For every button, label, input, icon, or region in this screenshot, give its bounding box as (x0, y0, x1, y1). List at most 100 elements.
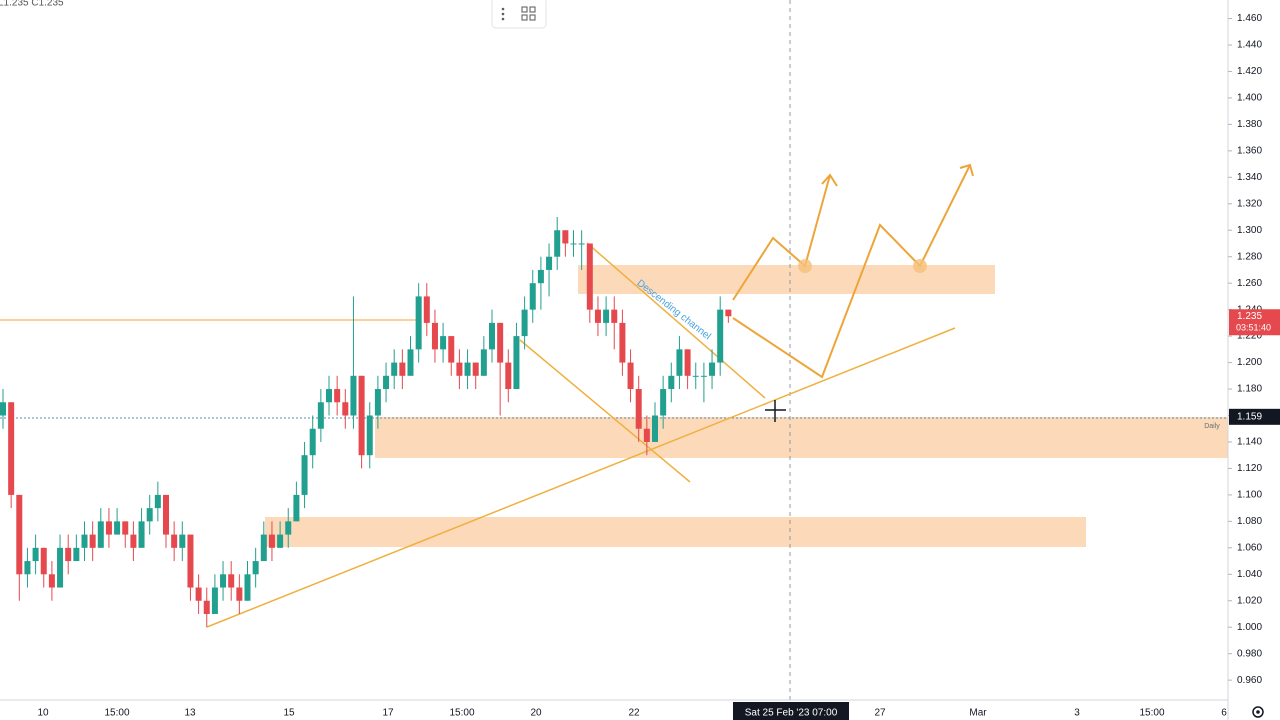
y-tick-label: 1.340 (1237, 172, 1262, 183)
candle-body (692, 375, 699, 377)
y-tick-label: 1.460 (1237, 13, 1262, 24)
candle-body (554, 230, 561, 257)
target-dot (913, 259, 927, 273)
x-tick-label: 15:00 (104, 708, 129, 719)
candle-body (611, 309, 618, 323)
time-axis: 10 15:00 13 15 17 15:00 20 22 27 Mar 3 15:00 6 (37, 708, 1227, 719)
candle-body (586, 243, 593, 310)
candle-body (48, 574, 55, 588)
crosshair-time-box (733, 702, 849, 720)
candle-body (643, 428, 650, 442)
candle-body (97, 521, 104, 548)
gear-center[interactable] (1256, 710, 1260, 714)
candle-body (195, 587, 202, 601)
candle-body (529, 283, 536, 310)
x-tick-label: 27 (874, 708, 886, 719)
y-tick-label: 1.220 (1237, 331, 1262, 342)
toolbar-box[interactable] (491, 0, 547, 29)
y-tick-label: 1.080 (1237, 516, 1262, 527)
candle-body (366, 415, 373, 456)
candle-body (252, 561, 259, 575)
candle-body (24, 561, 31, 575)
candle-body (179, 534, 186, 548)
last-price-box (1229, 309, 1280, 336)
candle-body (489, 322, 495, 350)
candle-body (652, 415, 658, 442)
countdown-label: 03:51:40 (1236, 323, 1271, 333)
y-tick-label: 1.440 (1237, 40, 1262, 51)
candle-body (65, 547, 72, 562)
y-tick-label: 1.000 (1237, 622, 1262, 633)
candle-body (301, 455, 308, 495)
interval-label: Daily (1204, 423, 1220, 430)
candles (0, 217, 732, 628)
candle-body (317, 402, 324, 429)
arrow-head (821, 173, 838, 187)
candle-body (236, 587, 243, 601)
candle-body (81, 534, 88, 548)
y-tick-label: 1.360 (1237, 145, 1262, 156)
y-tick-label: 1.140 (1237, 437, 1262, 448)
y-tick-label: 0.960 (1237, 675, 1262, 686)
candle-body (407, 349, 414, 376)
crosshair-price-box (1229, 408, 1280, 425)
candle-body (448, 336, 455, 363)
candle-body (350, 375, 357, 416)
candle-body (326, 389, 332, 403)
x-tick-label: 15 (283, 708, 295, 719)
x-tick-label: Mar (969, 708, 987, 719)
candle-body (122, 521, 129, 535)
candle-body (431, 322, 438, 350)
candle-body (684, 349, 691, 376)
y-tick-label: 1.280 (1237, 251, 1262, 262)
x-tick-label: 15:00 (449, 708, 474, 719)
candle-body (717, 309, 724, 363)
candle-body (464, 362, 471, 376)
candle-body (220, 574, 227, 588)
candle-body (211, 587, 218, 614)
candle-body (334, 389, 341, 403)
gear[interactable] (1252, 706, 1264, 718)
y-tick-label: 1.020 (1237, 595, 1262, 606)
settings-icon[interactable] (1252, 706, 1264, 718)
candle-body (285, 521, 292, 535)
y-tick-label: 1.400 (1237, 93, 1262, 104)
candle-body (537, 269, 544, 284)
x-tick-label: 20 (530, 708, 542, 719)
y-tick-label: 1.200 (1237, 357, 1262, 368)
toolbar-icon[interactable] (501, 6, 536, 21)
candle-body (268, 534, 275, 548)
candle-body (521, 309, 528, 337)
candle-body (342, 402, 349, 416)
support-zone (375, 417, 1228, 458)
candle-body (89, 534, 96, 548)
candle-body (676, 349, 683, 376)
candle-body (497, 322, 504, 363)
candle-body (73, 547, 80, 562)
y-tick-label: 1.320 (1237, 198, 1262, 209)
y-tick-label: 1.060 (1237, 542, 1262, 553)
y-tick-label: 0.980 (1237, 648, 1262, 659)
candle-body (635, 389, 642, 429)
candle-body (399, 362, 406, 376)
candle-body (0, 402, 6, 416)
candle-body (105, 521, 112, 535)
candle-body (668, 375, 675, 390)
projection-path (732, 174, 831, 301)
candle-body (603, 309, 610, 323)
candle-body (700, 375, 707, 377)
crosshair-price-label: 1.159 (1237, 411, 1262, 422)
candle-body (32, 547, 39, 562)
x-tick-label: 22 (628, 708, 640, 719)
target-dot (798, 259, 812, 273)
candle-body (660, 389, 667, 416)
candle-body (130, 534, 137, 548)
candle-body (456, 362, 463, 376)
projection-path (732, 164, 971, 379)
crosshair-cross (765, 400, 786, 422)
candle-body (415, 296, 422, 350)
y-tick-label: 1.300 (1237, 225, 1262, 236)
candle-body (619, 322, 626, 363)
toolbar[interactable] (491, 0, 547, 29)
channel-line (586, 242, 766, 399)
